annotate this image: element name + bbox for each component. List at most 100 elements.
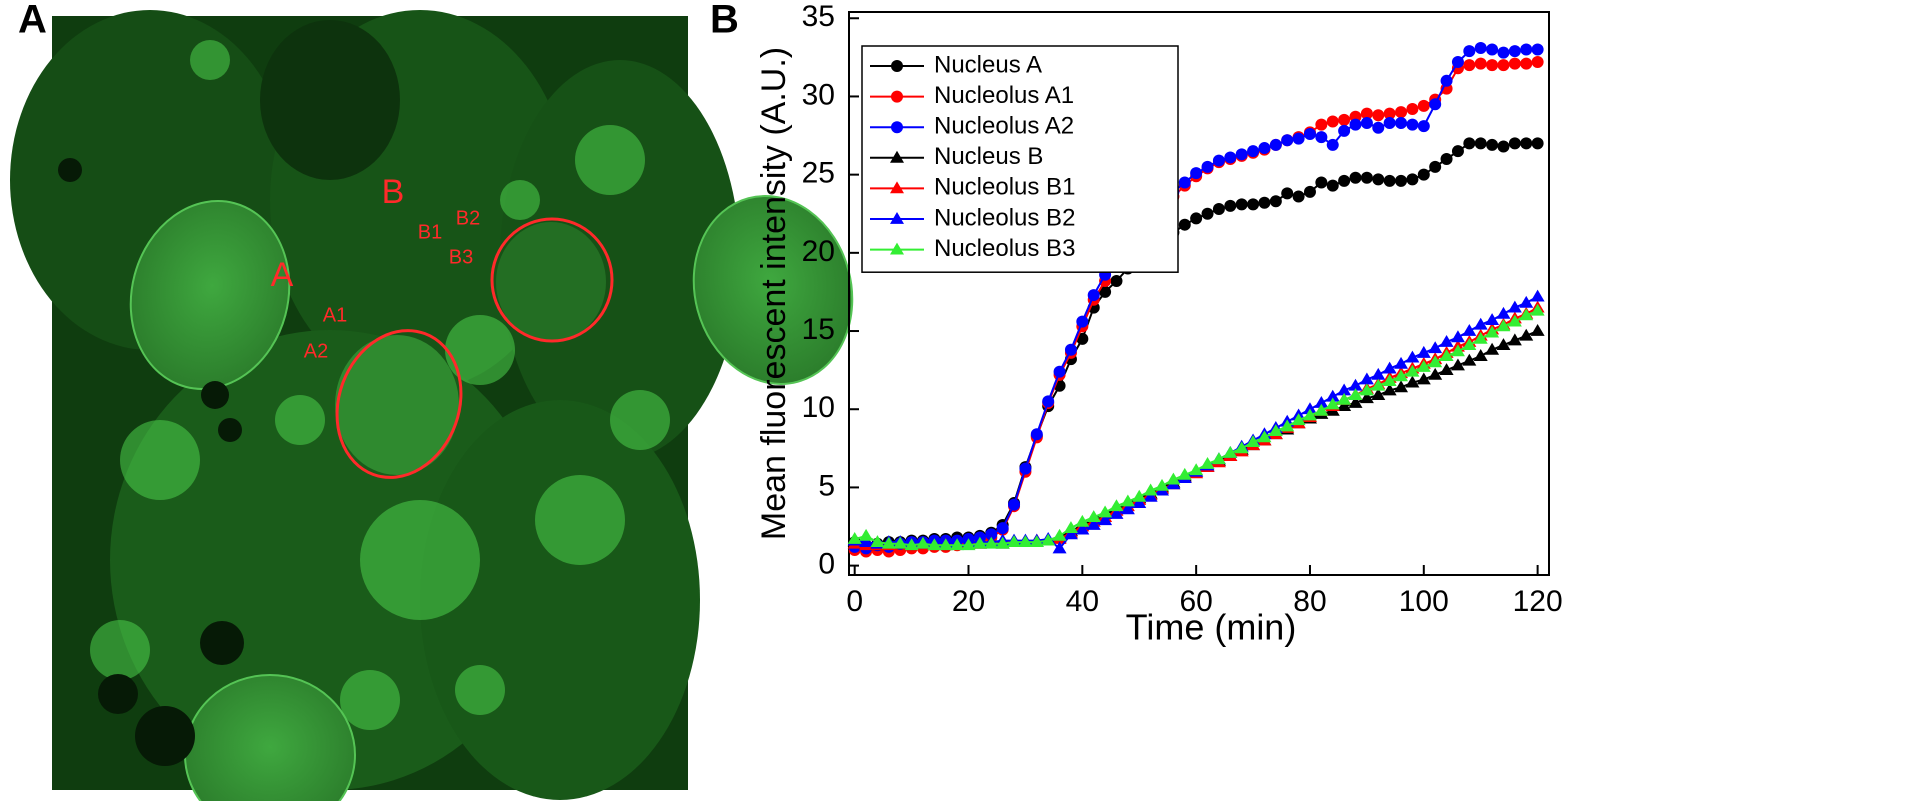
data-marker: [1224, 199, 1237, 212]
data-marker: [1497, 46, 1510, 59]
data-marker: [1178, 218, 1191, 231]
region-a-outline: [335, 329, 463, 479]
data-marker: [1109, 507, 1124, 519]
data-marker: [1337, 392, 1352, 405]
legend-marker: [891, 121, 903, 134]
data-marker: [1302, 408, 1317, 421]
data-marker: [1405, 375, 1420, 388]
data-marker: [1520, 137, 1533, 150]
y-axis-label: Mean fluorescent intensity (A.U.): [755, 47, 793, 540]
data-marker: [1382, 374, 1397, 386]
data-marker: [1372, 121, 1385, 134]
data-marker: [1052, 541, 1067, 554]
data-marker: [1395, 174, 1408, 187]
data-marker: [1326, 115, 1339, 128]
data-marker: [893, 536, 908, 549]
x-tick-label: 100: [1399, 585, 1449, 618]
series: [847, 303, 1545, 551]
micrograph: [10, 10, 854, 801]
data-marker: [1235, 198, 1248, 211]
data-marker: [1087, 289, 1100, 302]
data-marker: [1428, 367, 1443, 380]
nucleus: [335, 335, 459, 475]
data-marker: [1496, 319, 1511, 332]
data-marker: [1360, 117, 1373, 130]
data-marker: [1429, 98, 1442, 111]
data-marker: [1234, 441, 1249, 454]
data-marker: [1348, 378, 1363, 391]
data-marker: [1405, 364, 1420, 377]
data-marker: [1120, 502, 1135, 515]
image-annotation: B1: [418, 221, 442, 243]
legend-label: Nucleolus A2: [934, 113, 1074, 140]
data-marker: [1109, 499, 1124, 512]
data-marker: [1269, 195, 1282, 208]
data-marker: [1041, 533, 1056, 546]
data-marker: [985, 528, 998, 541]
series: [847, 300, 1545, 551]
data-marker: [1463, 45, 1476, 58]
legend-marker: [890, 242, 904, 255]
data-marker: [1064, 343, 1077, 356]
data-marker: [1178, 176, 1191, 189]
data-marker: [1508, 45, 1521, 58]
series: [847, 289, 1545, 554]
image-annotation: B: [382, 173, 405, 211]
data-marker: [1212, 203, 1225, 216]
data-marker: [1177, 467, 1192, 480]
data-marker: [1360, 107, 1373, 120]
data-marker: [1349, 171, 1362, 184]
data-marker: [1520, 57, 1533, 70]
legend-label: Nucleolus B1: [934, 174, 1075, 201]
data-marker: [1440, 153, 1453, 166]
data-marker: [938, 538, 953, 551]
data-marker: [1416, 372, 1431, 385]
data-marker: [1496, 306, 1511, 319]
data-marker: [1394, 356, 1409, 369]
data-marker: [1166, 472, 1181, 485]
data-marker: [1018, 535, 1033, 548]
data-marker: [1086, 517, 1101, 530]
data-marker: [1155, 478, 1170, 491]
data-marker: [1440, 74, 1453, 87]
data-marker: [1281, 187, 1294, 200]
x-tick-label: 120: [1513, 585, 1563, 618]
data-marker: [1382, 383, 1397, 396]
data-marker: [950, 538, 965, 551]
data-marker: [1268, 424, 1283, 437]
data-marker: [1076, 315, 1089, 328]
data-marker: [1042, 395, 1055, 408]
y-tick-label: 15: [802, 313, 835, 346]
data-marker: [1030, 428, 1043, 441]
data-marker: [1394, 369, 1409, 382]
data-marker: [1473, 331, 1488, 344]
data-marker: [1292, 132, 1305, 145]
data-marker: [1098, 513, 1113, 526]
data-marker: [1439, 349, 1454, 361]
data-marker: [1246, 435, 1261, 447]
panel-label: B: [710, 0, 739, 42]
data-marker: [1473, 349, 1488, 361]
data-marker: [1314, 395, 1329, 408]
data-marker: [1450, 344, 1465, 357]
data-marker: [1406, 102, 1419, 115]
data-marker: [1315, 176, 1328, 189]
data-marker: [1223, 446, 1238, 458]
data-marker: [1292, 190, 1305, 203]
data-marker: [1519, 328, 1534, 341]
data-marker: [1200, 456, 1215, 469]
nucleus: [496, 222, 606, 342]
data-marker: [1451, 145, 1464, 158]
data-marker: [1302, 402, 1317, 415]
y-tick-label: 5: [818, 469, 835, 502]
data-marker: [1257, 430, 1272, 443]
data-marker: [1075, 522, 1090, 535]
legend-label: Nucleus A: [934, 51, 1042, 78]
data-marker: [1338, 124, 1351, 137]
data-marker: [1099, 285, 1112, 298]
data-marker: [1428, 355, 1443, 368]
data-marker: [1063, 527, 1078, 540]
legend-marker: [890, 212, 904, 224]
data-marker: [1190, 167, 1203, 180]
data-marker: [1190, 212, 1203, 225]
